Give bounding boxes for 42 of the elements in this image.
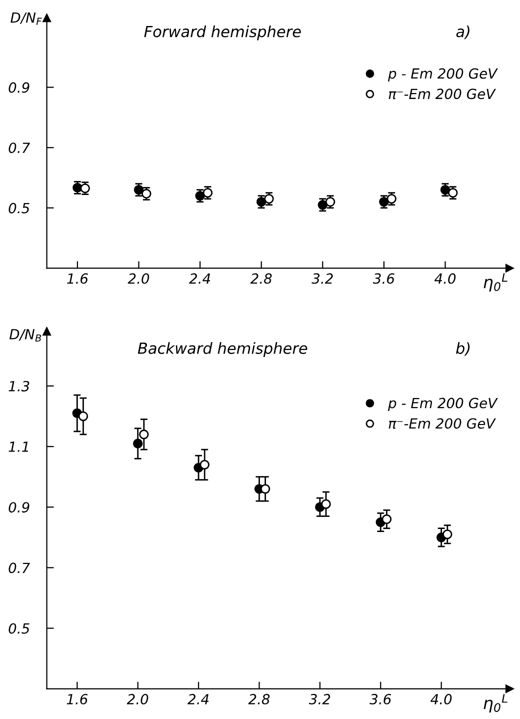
x-tick-label: 2.8 — [250, 273, 272, 284]
legend-label: p - Em 200 GeV — [388, 398, 498, 411]
legend-label: p - Em 200 GeV — [388, 68, 498, 82]
legend-label: π⁻-Em 200 GeV — [388, 418, 496, 429]
x-axis-title: η$_{0}$$^{L}$ — [484, 694, 508, 713]
point — [442, 529, 452, 540]
y-tick-label: 0.9 — [8, 502, 30, 513]
y-tick-label: 1.1 — [8, 442, 28, 452]
x-tick-label: 4.0 — [430, 694, 452, 704]
y-tick-label: 0.5 — [8, 623, 30, 634]
chart-title: Forward hemisphere — [144, 25, 301, 40]
point — [78, 411, 88, 422]
x-tick-label: 2.0 — [128, 273, 150, 284]
x-tick-label: 3.2 — [308, 694, 330, 704]
y-tick-label: 1.3 — [8, 380, 30, 392]
point — [382, 514, 392, 524]
x-tick-label: 3.6 — [370, 694, 392, 704]
x-tick-label: 4.0 — [434, 273, 456, 284]
y-tick-label: 0.5 — [8, 202, 30, 214]
point — [321, 499, 331, 509]
legend-label: π⁻-Em 200 GeV — [388, 88, 496, 100]
y-tick-label: 0.7 — [8, 562, 30, 574]
x-tick-label: 1.6 — [67, 273, 88, 284]
x-axis-title: η$_{0}$$^{L}$ — [484, 273, 508, 292]
y-tick-label: 0.7 — [8, 142, 30, 154]
point — [132, 438, 143, 448]
text: Backward hemisphere — [138, 342, 308, 357]
point — [260, 484, 270, 494]
x-tick-label: 2.0 — [126, 694, 148, 704]
y-axis-title: D/N$_{F}$ — [10, 12, 42, 25]
annotation: b) — [456, 342, 470, 356]
x-tick-label: 2.8 — [248, 694, 270, 704]
y-tick-label: 0.9 — [8, 82, 30, 93]
point — [139, 430, 149, 440]
y-axis-title: D/N$_{B}$ — [9, 329, 42, 342]
annotation: a) — [456, 26, 470, 40]
x-tick-label: 3.2 — [312, 273, 333, 284]
point — [200, 460, 210, 470]
x-tick-label: 2.4 — [188, 694, 209, 704]
x-tick-label: 2.4 — [189, 273, 210, 284]
x-tick-label: 3.6 — [372, 273, 394, 284]
x-tick-label: 1.6 — [66, 694, 88, 704]
